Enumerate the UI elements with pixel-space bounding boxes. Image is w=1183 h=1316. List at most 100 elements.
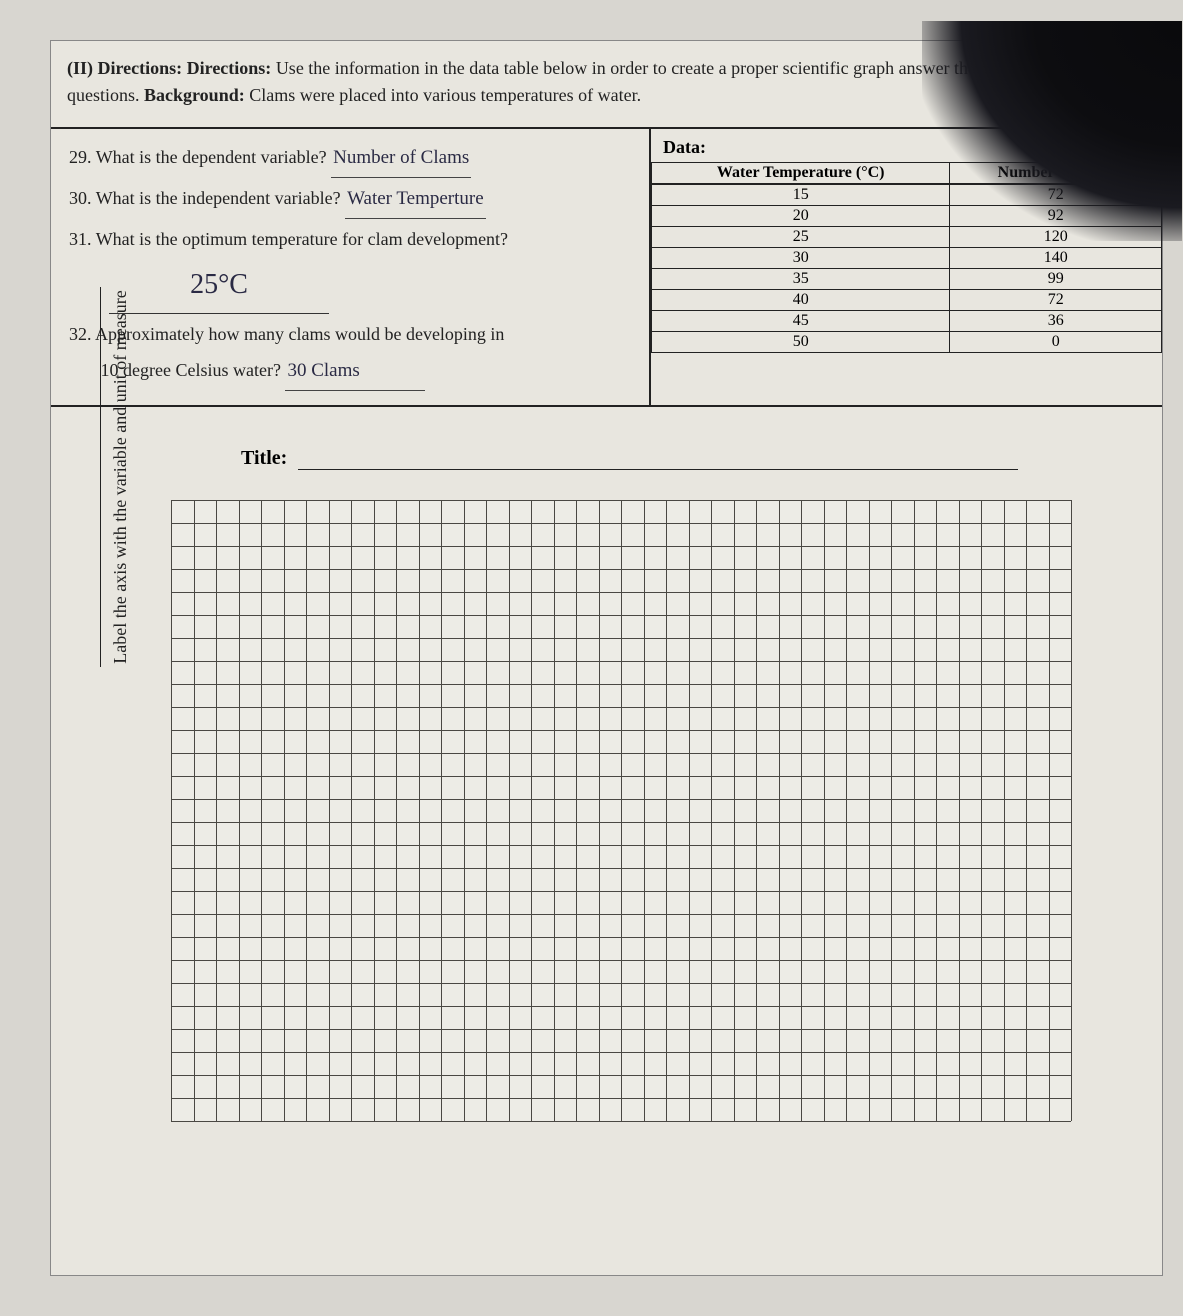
grid-line-vertical <box>509 500 510 1121</box>
grid-line-vertical <box>801 500 802 1121</box>
grid-line-horizontal <box>171 914 1071 915</box>
grid-line-vertical <box>824 500 825 1121</box>
col1-header: Water Temperature (°C) <box>651 163 950 185</box>
grid-line-vertical <box>1004 500 1005 1121</box>
worksheet-page: (II) Directions: Directions: Use the inf… <box>50 40 1163 1276</box>
grid-line-vertical <box>936 500 937 1121</box>
grid-line-horizontal <box>171 845 1071 846</box>
grid-line-horizontal <box>171 592 1071 593</box>
y-axis-label-area: Label the axis with the variable and uni… <box>89 267 131 687</box>
q30-answer: Water Temperture <box>345 180 486 219</box>
grid-line-vertical <box>734 500 735 1121</box>
grid-line-vertical <box>351 500 352 1121</box>
temp-cell: 20 <box>651 206 950 227</box>
grid-line-vertical <box>666 500 667 1121</box>
questions-column: 29. What is the dependent variable? Numb… <box>51 129 651 405</box>
grid-line-vertical <box>554 500 555 1121</box>
y-axis-label-text: Label the axis with the variable and uni… <box>110 290 130 663</box>
question-29: 29. What is the dependent variable? Numb… <box>69 139 635 178</box>
grid-line-horizontal <box>171 1006 1071 1007</box>
table-row: 4072 <box>651 290 1161 311</box>
table-row: 4536 <box>651 311 1161 332</box>
q30-num: 30. <box>69 188 92 208</box>
count-cell: 0 <box>950 332 1162 353</box>
grid-line-horizontal <box>171 523 1071 524</box>
grid-line-vertical <box>464 500 465 1121</box>
q29-text: What is the dependent variable? <box>96 147 327 167</box>
q29-num: 29. <box>69 147 92 167</box>
temp-cell: 40 <box>651 290 950 311</box>
grid-line-horizontal <box>171 983 1071 984</box>
count-cell: 36 <box>950 311 1162 332</box>
grid-line-vertical <box>891 500 892 1121</box>
grid-line-vertical <box>846 500 847 1121</box>
grid-line-vertical <box>531 500 532 1121</box>
count-cell: 72 <box>950 290 1162 311</box>
grid-line-vertical <box>869 500 870 1121</box>
grid-line-horizontal <box>171 638 1071 639</box>
grid-line-horizontal <box>171 500 1071 501</box>
graph-title-row: Title: <box>171 447 1142 470</box>
q32-answer: 30 Clams <box>285 352 425 391</box>
grid-line-horizontal <box>171 684 1071 685</box>
y-axis-blank[interactable] <box>100 287 101 667</box>
table-row: 500 <box>651 332 1161 353</box>
grid-line-vertical <box>374 500 375 1121</box>
grid-line-vertical <box>396 500 397 1121</box>
graph-grid[interactable] <box>171 500 1071 1121</box>
question-30: 30. What is the independent variable? Wa… <box>69 180 635 219</box>
grid-line-vertical <box>419 500 420 1121</box>
grid-line-vertical <box>981 500 982 1121</box>
grid-line-horizontal <box>171 753 1071 754</box>
grid-line-vertical <box>914 500 915 1121</box>
q31-num: 31. <box>69 229 92 249</box>
q29-answer: Number of Clams <box>331 139 471 178</box>
grid-line-vertical <box>621 500 622 1121</box>
grid-line-vertical <box>1026 500 1027 1121</box>
temp-cell: 45 <box>651 311 950 332</box>
grid-line-horizontal <box>171 868 1071 869</box>
graph-title-label: Title: <box>241 447 287 469</box>
grid-line-horizontal <box>171 546 1071 547</box>
grid-line-vertical <box>171 500 172 1121</box>
grid-line-vertical <box>1071 500 1072 1121</box>
question-32: 32. Approximately how many clams would b… <box>69 316 635 391</box>
graph-title-blank[interactable] <box>298 469 1018 470</box>
temp-cell: 30 <box>651 248 950 269</box>
q31-text: What is the optimum temperature for clam… <box>96 229 508 249</box>
grid-line-vertical <box>306 500 307 1121</box>
grid-line-vertical <box>239 500 240 1121</box>
grid-line-vertical <box>284 500 285 1121</box>
grid-line-vertical <box>756 500 757 1121</box>
grid-line-vertical <box>711 500 712 1121</box>
grid-line-vertical <box>329 500 330 1121</box>
grid-line-vertical <box>644 500 645 1121</box>
grid-line-vertical <box>486 500 487 1121</box>
grid-line-horizontal <box>171 822 1071 823</box>
grid-line-vertical <box>1049 500 1050 1121</box>
temp-cell: 25 <box>651 227 950 248</box>
grid-line-vertical <box>261 500 262 1121</box>
grid-line-horizontal <box>171 1052 1071 1053</box>
grid-line-horizontal <box>171 1121 1071 1122</box>
grid-line-vertical <box>216 500 217 1121</box>
question-31: 31. What is the optimum temperature for … <box>69 221 635 314</box>
grid-line-horizontal <box>171 937 1071 938</box>
grid-line-horizontal <box>171 1029 1071 1030</box>
q30-text: What is the independent variable? <box>96 188 341 208</box>
grid-line-vertical <box>689 500 690 1121</box>
grid-line-horizontal <box>171 730 1071 731</box>
grid-line-horizontal <box>171 707 1071 708</box>
count-cell: 99 <box>950 269 1162 290</box>
grid-line-vertical <box>194 500 195 1121</box>
background-body: Clams were placed into various temperatu… <box>249 85 641 105</box>
directions-label: Directions: <box>187 58 272 78</box>
section-label: (II) Directions: <box>67 58 182 78</box>
grid-line-vertical <box>959 500 960 1121</box>
table-row: 3599 <box>651 269 1161 290</box>
temp-cell: 35 <box>651 269 950 290</box>
temp-cell: 50 <box>651 332 950 353</box>
grid-line-vertical <box>576 500 577 1121</box>
grid-line-vertical <box>599 500 600 1121</box>
graph-area: Title: Label the axis with the variable … <box>51 407 1162 1141</box>
